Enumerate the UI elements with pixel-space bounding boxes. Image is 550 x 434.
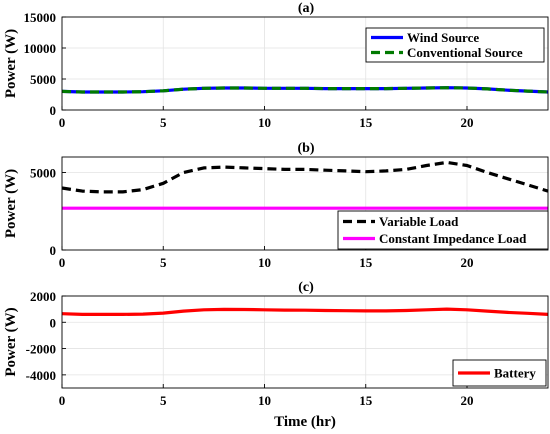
legend-label: Variable Load [379,214,459,229]
legend-label: Battery [494,366,536,381]
x-tick-label: 0 [59,255,66,270]
x-tick-label: 5 [160,115,167,130]
x-tick-label: 20 [461,255,474,270]
x-tick-label: 10 [258,255,271,270]
axes-box [61,156,549,251]
y-tick-label: 0 [50,243,57,258]
legend-label: Wind Source [407,30,479,45]
y-tick-label: 5000 [30,166,56,181]
x-tick-label: 20 [461,115,474,130]
axes-box [61,16,549,111]
x-tick-label: 0 [59,393,66,408]
y-tick-label: -2000 [26,342,56,357]
chart-title: (a) [298,1,315,16]
chart-title: (b) [297,141,314,156]
legend-label: Constant Impedance Load [379,231,527,246]
y-tick-label: 10000 [24,41,57,56]
axes-box [61,295,549,389]
legend-box [337,210,549,250]
y-tick-label: 0 [50,103,57,118]
chart-panel-c: 0 5 10 15 20 -4000 -2000 0 2000 (c) Power (W) Time … [3,280,549,430]
series-line-battery [61,307,549,316]
x-tick-label: 20 [461,393,474,408]
legend: Variable Load Constant Impedance Load [337,210,549,250]
legend-box [365,27,545,63]
x-tick-label: 15 [359,255,373,270]
chart-panel-a: 0 5 10 15 20 0 5000 10000 15000 (a) Power (W) Wind … [3,1,549,130]
chart-panel-b: 0 5 10 15 20 0 5000 (b) Power (W) Variable Load Co… [3,141,549,270]
y-axis-label: Power (W) [3,29,19,98]
y-axis-label: Power (W) [3,307,19,376]
x-tick-label: 15 [359,115,373,130]
y-tick-label: 2000 [30,289,56,304]
x-tick-label: 5 [160,255,167,270]
series-line-conventional-source [61,86,549,94]
legend: Battery [452,359,547,387]
y-tick-label: 0 [50,315,57,330]
x-tick-label: 5 [160,393,167,408]
x-tick-label: 15 [359,393,373,408]
x-tick-label: 0 [59,115,66,130]
y-tick-label: 5000 [30,72,56,87]
chart-title: (c) [298,280,314,295]
x-tick-label: 10 [258,115,271,130]
y-axis-label: Power (W) [3,169,19,238]
series-line-variable-load [61,160,549,194]
y-tick-label: 15000 [24,10,57,25]
x-axis-label: Time (hr) [274,414,336,430]
x-tick-label: 10 [258,393,271,408]
y-tick-label: -4000 [26,368,56,383]
legend-label: Conventional Source [407,45,523,60]
